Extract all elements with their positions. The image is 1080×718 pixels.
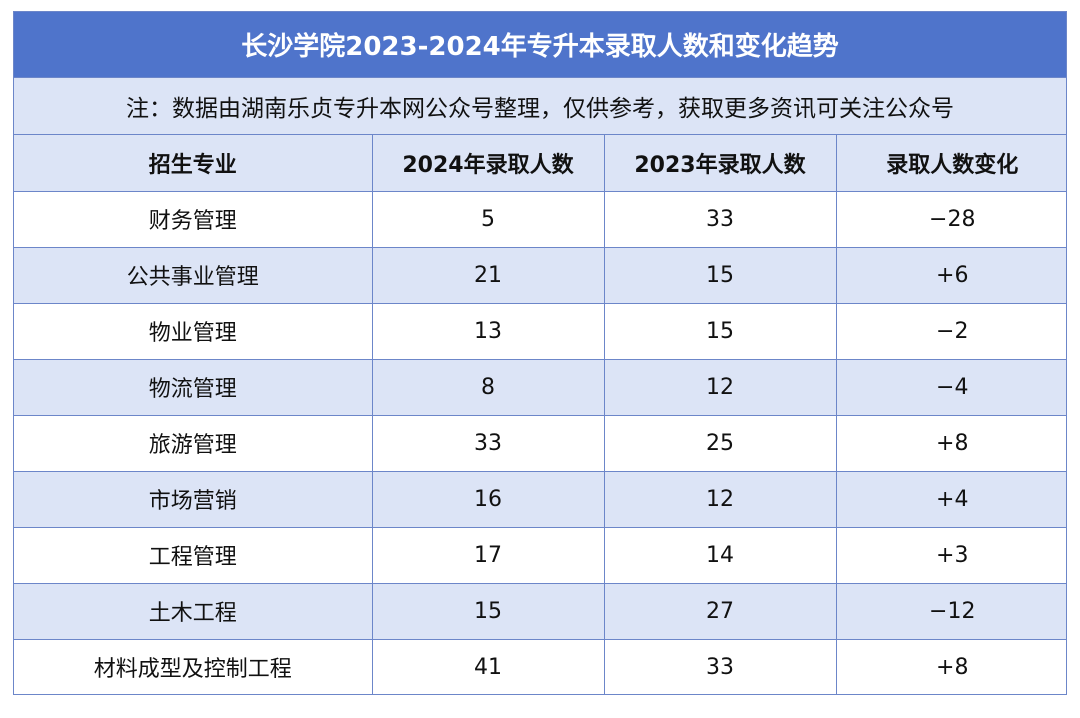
cell-change: +3 [836, 527, 1066, 584]
source-note: 注：数据由湖南乐贞专升本网公众号整理，仅供参考，获取更多资讯可关注公众号 [14, 78, 1066, 135]
header-2023-count: 2023年录取人数 [604, 135, 837, 192]
admissions-table-card: 长沙学院2023-2024年专升本录取人数和变化趋势 注：数据由湖南乐贞专升本网… [13, 11, 1067, 695]
header-major: 招生专业 [14, 135, 373, 192]
table-row: 市场营销 16 12 +4 [14, 471, 1066, 528]
cell-2024-count: 15 [372, 583, 605, 640]
cell-2023-count: 27 [604, 583, 837, 640]
cell-major: 市场营销 [14, 471, 373, 528]
table-row: 物流管理 8 12 −4 [14, 359, 1066, 416]
cell-change: −2 [836, 303, 1066, 360]
cell-change: +8 [936, 654, 969, 680]
cell-major: 物业管理 [14, 303, 373, 360]
table-row: 工程管理 17 14 +3 [14, 527, 1066, 584]
cell-2024-count: 33 [372, 415, 605, 472]
header-change: 录取人数变化 [836, 135, 1066, 192]
cell-2023-count: 12 [604, 359, 837, 416]
cell-major: 材料成型及控制工程 [14, 639, 373, 694]
cell-change: −12 [836, 583, 1066, 640]
cell-2023-count: 15 [604, 303, 837, 360]
cell-major: 旅游管理 [14, 415, 373, 472]
cell-2023-count: 25 [604, 415, 837, 472]
cell-major: 公共事业管理 [14, 247, 373, 304]
table-row: 旅游管理 33 25 +8 [14, 415, 1066, 472]
cell-2024-count: 13 [372, 303, 605, 360]
table-row: 物业管理 13 15 −2 [14, 303, 1066, 360]
table-row: 材料成型及控制工程 41 33 +8 [14, 639, 1066, 694]
cell-2024-count: 41 [372, 639, 605, 694]
cell-change: +6 [836, 247, 1066, 304]
cell-2024-count: 17 [372, 527, 605, 584]
cell-2024-count: 5 [372, 191, 605, 248]
cell-major: 财务管理 [14, 191, 373, 248]
cell-major: 工程管理 [14, 527, 373, 584]
table-row: 土木工程 15 27 −12 [14, 583, 1066, 640]
cell-major: 物流管理 [14, 359, 373, 416]
cell-change: −28 [836, 191, 1066, 248]
table-row: 财务管理 5 33 −28 [14, 191, 1066, 248]
cell-2023-count: 33 [604, 191, 837, 248]
cell-2023-count: 12 [604, 471, 837, 528]
cell-change: +8 [836, 415, 1066, 472]
cell-2023-count: 33 [604, 639, 837, 694]
page-title: 长沙学院2023-2024年专升本录取人数和变化趋势 [14, 12, 1066, 78]
cell-2023-count: 15 [604, 247, 837, 304]
cell-change: −4 [836, 359, 1066, 416]
cell-2023-count: 14 [604, 527, 837, 584]
cell-2024-count: 21 [372, 247, 605, 304]
cell-2024-count: 16 [372, 471, 605, 528]
table-row: 公共事业管理 21 15 +6 [14, 247, 1066, 304]
admissions-table: 招生专业 2024年录取人数 2023年录取人数 录取人数变化 财务管理 5 3… [14, 135, 1066, 694]
header-2024-count: 2024年录取人数 [372, 135, 605, 192]
cell-change: +4 [836, 471, 1066, 528]
cell-major: 土木工程 [14, 583, 373, 640]
table-header-row: 招生专业 2024年录取人数 2023年录取人数 录取人数变化 [14, 135, 1066, 192]
cell-2024-count: 8 [372, 359, 605, 416]
